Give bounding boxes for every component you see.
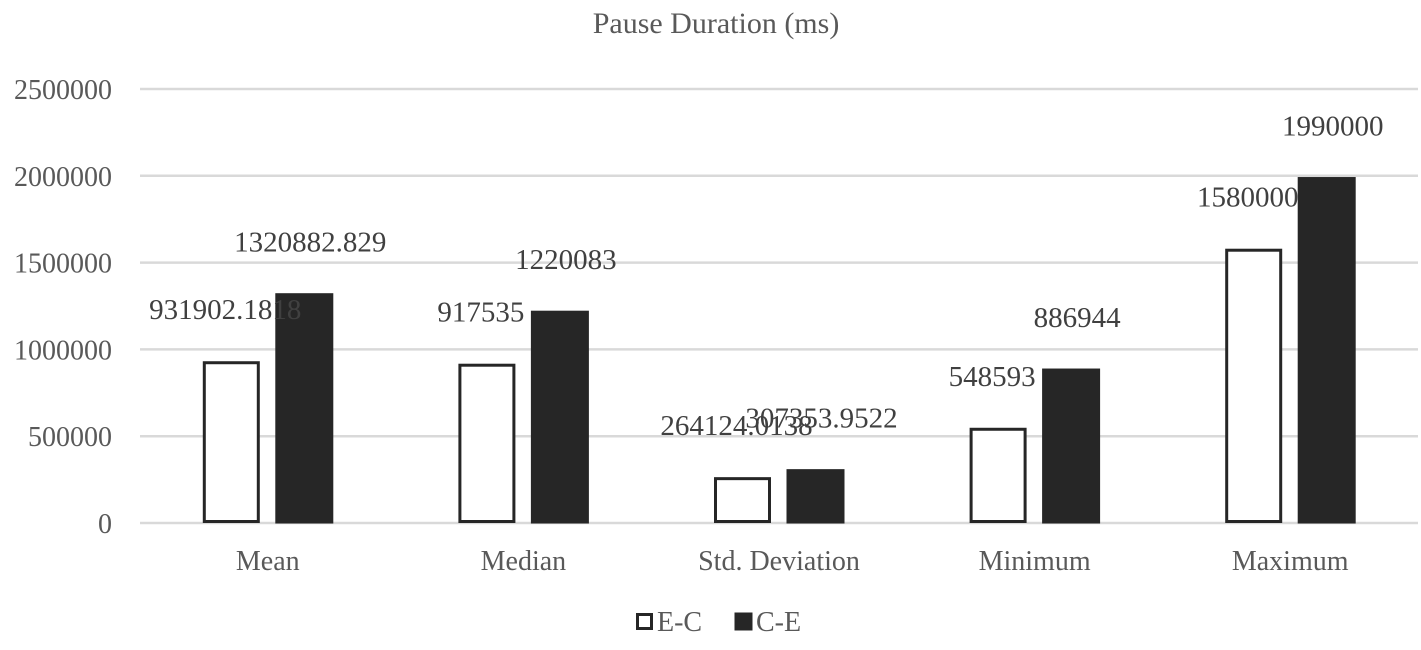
data-label: 1990000 <box>1282 111 1384 143</box>
legend-label: C-E <box>756 607 801 638</box>
bar-e-c <box>714 477 771 523</box>
x-category-label: Median <box>481 546 567 577</box>
bar-c-e <box>530 310 589 524</box>
y-tick-label: 1000000 <box>14 335 112 366</box>
y-axis-ticks: 0 500000 1000000 1500000 2000000 2500000 <box>14 75 112 540</box>
data-label: 1580000 <box>1197 182 1299 214</box>
data-labels: 931902.1818 1320882.829 917535 1220083 26412… <box>149 111 1383 443</box>
bar-c-e <box>275 293 334 524</box>
y-tick-label: 2500000 <box>14 75 112 106</box>
legend-swatch <box>734 612 753 631</box>
data-label: 1220083 <box>515 244 617 276</box>
gridlines <box>140 87 1418 525</box>
bar-e-c <box>1225 248 1283 523</box>
x-category-label: Std. Deviation <box>698 546 860 577</box>
chart-title: Pause Duration (ms) <box>593 7 840 40</box>
data-label: 307353.9522 <box>745 403 897 435</box>
x-category-label: Minimum <box>979 546 1091 577</box>
legend: E-C C-E <box>636 607 801 638</box>
bar-e-c <box>202 361 260 523</box>
x-category-label: Mean <box>236 546 300 577</box>
data-label: 548593 <box>949 361 1036 393</box>
bar-c-e <box>1297 177 1356 524</box>
bar-e-c <box>969 427 1027 523</box>
legend-label: E-C <box>657 607 702 638</box>
y-tick-label: 500000 <box>28 422 112 453</box>
data-label: 917535 <box>437 297 524 329</box>
bar-e-c <box>458 363 516 523</box>
legend-swatch <box>636 613 653 630</box>
bar-c-e <box>786 469 845 524</box>
data-label: 886944 <box>1034 302 1122 334</box>
x-category-label: Maximum <box>1232 546 1349 577</box>
y-tick-label: 1500000 <box>14 249 112 280</box>
data-label: 264124.0138 <box>660 410 812 442</box>
y-tick-label: 2000000 <box>14 162 112 193</box>
x-axis-categories: Mean Median Std. Deviation Minimum Maximum <box>236 546 1349 577</box>
bars <box>202 177 1356 524</box>
data-label: 1320882.829 <box>234 227 386 259</box>
bar-c-e <box>1042 368 1101 524</box>
y-tick-label: 0 <box>98 509 112 540</box>
data-label: 931902.1818 <box>149 294 301 326</box>
